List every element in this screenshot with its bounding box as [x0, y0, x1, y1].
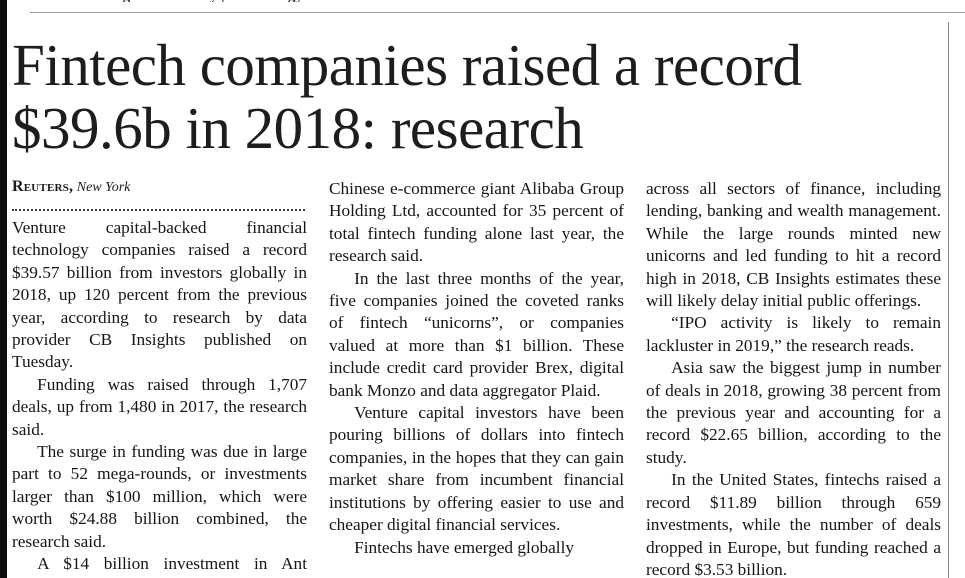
- paragraph: In the last three months of the year, fi…: [329, 268, 624, 400]
- byline: Reuters, New York: [12, 178, 307, 196]
- masthead-section-strip: Business & Digital Economy | Technology: [30, 0, 370, 2]
- paragraph: Venture capital investors have been pour…: [329, 403, 624, 535]
- article-headline: Fintech companies raised a record $39.6b…: [12, 34, 942, 160]
- byline-dotted-rule: [12, 199, 305, 211]
- paragraph: across all sectors of finance, including…: [646, 179, 941, 311]
- article-columns: Reuters, New York Venture capital-backed…: [12, 178, 942, 578]
- header-divider-rule: [30, 12, 965, 13]
- article-column-2: Chinese e-commerce giant Alibaba Group H…: [329, 178, 624, 578]
- byline-agency: Reuters,: [12, 178, 74, 195]
- paragraph: “IPO activity is likely to remain lacklu…: [646, 313, 941, 355]
- column-1-body: Venture capital-backed financial technol…: [12, 217, 307, 578]
- headline-line-2: $39.6b in 2018: research: [12, 95, 584, 161]
- page-edge-bar: [0, 0, 7, 578]
- article-column-3: across all sectors of finance, including…: [646, 178, 941, 578]
- right-margin-rule: [948, 22, 949, 578]
- headline-line-1: Fintech companies raised a record: [12, 32, 802, 98]
- paragraph: Funding was raised through 1,707 deals, …: [12, 374, 307, 439]
- byline-location: New York: [76, 180, 131, 195]
- paragraph: The surge in funding was due in large pa…: [12, 442, 307, 551]
- paragraph: A $14 billion investment in Ant Financia…: [12, 554, 307, 578]
- column-3-body: across all sectors of finance, including…: [646, 178, 941, 578]
- column-2-body: Chinese e-commerce giant Alibaba Group H…: [329, 178, 624, 559]
- article-column-1: Reuters, New York Venture capital-backed…: [12, 178, 307, 578]
- paragraph: Venture capital-backed financial technol…: [12, 218, 307, 372]
- paragraph: Chinese e-commerce giant Alibaba Group H…: [329, 179, 624, 266]
- paragraph: In the United States, fintechs raised a …: [646, 470, 941, 578]
- paragraph: Asia saw the biggest jump in number of d…: [646, 358, 941, 467]
- paragraph: Fintechs have emerged globally: [354, 537, 575, 557]
